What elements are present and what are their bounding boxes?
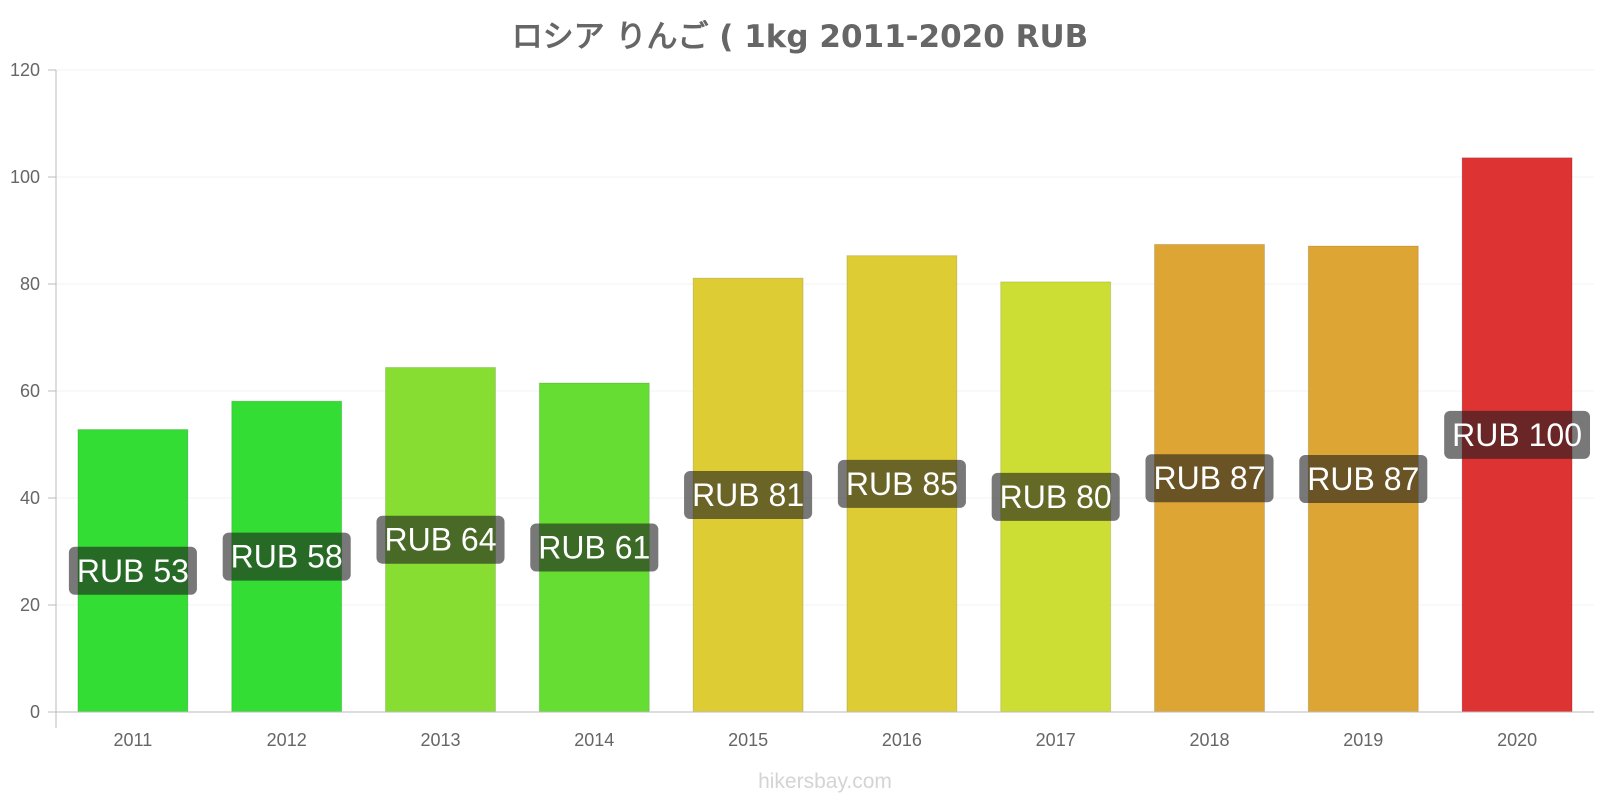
x-tick-label: 2015 xyxy=(728,730,768,750)
data-label-text: RUB 87 xyxy=(1153,460,1265,496)
x-tick-label: 2013 xyxy=(420,730,460,750)
data-label-background xyxy=(1145,454,1274,503)
data-label-background xyxy=(68,546,197,595)
data-label-background xyxy=(1299,455,1428,504)
y-tick-label: 40 xyxy=(20,488,40,508)
y-tick-label: 80 xyxy=(20,274,40,294)
data-label-2018: RUB 87 xyxy=(1145,454,1274,503)
x-tick-labels: 2011 2012 2013 2014 2015 2016 2017 2018 2019 2020 xyxy=(114,730,1538,750)
watermark: hikersbay.com xyxy=(758,770,892,793)
x-tick-label: 2011 xyxy=(114,730,153,750)
axes xyxy=(48,69,57,728)
data-label-background xyxy=(991,472,1120,521)
y-tick-label: 20 xyxy=(20,595,40,615)
data-label-2013: RUB 64 xyxy=(376,515,505,564)
data-label-text: RUB 53 xyxy=(77,553,189,589)
data-label-background xyxy=(222,532,351,581)
y-tick-label: 60 xyxy=(20,381,40,401)
x-tick-label: 2012 xyxy=(267,730,307,750)
x-tick-label: 2017 xyxy=(1036,730,1076,750)
data-label-2011: RUB 53 xyxy=(68,546,197,595)
data-label-background xyxy=(376,515,505,564)
data-label-2015: RUB 81 xyxy=(684,471,813,520)
data-label-text: RUB 64 xyxy=(384,522,496,558)
x-tick-label: 2020 xyxy=(1497,730,1537,750)
y-tick-label: 120 xyxy=(10,60,40,80)
data-label-background xyxy=(684,471,813,520)
x-tick-label: 2018 xyxy=(1189,730,1229,750)
y-tick-label: 100 xyxy=(10,167,40,187)
data-label-2016: RUB 85 xyxy=(837,459,966,508)
data-label-text: RUB 80 xyxy=(1000,479,1112,515)
x-tick-label: 2019 xyxy=(1343,730,1383,750)
data-labels: RUB 53 RUB 58 RUB 64 RUB 61 RUB 81 RUB 85 RUB … xyxy=(68,410,1591,595)
bars xyxy=(56,157,1594,713)
x-tick-label: 2014 xyxy=(574,730,614,750)
data-label-2019: RUB 87 xyxy=(1299,455,1428,504)
data-label-text: RUB 100 xyxy=(1452,417,1582,453)
data-label-text: RUB 61 xyxy=(538,529,650,565)
data-label-background xyxy=(1444,410,1591,459)
data-label-background xyxy=(837,459,966,508)
data-label-2020: RUB 100 xyxy=(1444,410,1591,459)
data-label-background xyxy=(530,523,659,572)
y-tick-labels: 0 20 40 60 80 100 120 xyxy=(10,60,40,722)
data-label-text: RUB 81 xyxy=(692,477,804,513)
data-label-2012: RUB 58 xyxy=(222,532,351,581)
data-label-text: RUB 87 xyxy=(1307,461,1419,497)
data-label-2017: RUB 80 xyxy=(991,472,1120,521)
x-tick-label: 2016 xyxy=(882,730,922,750)
data-label-text: RUB 85 xyxy=(846,466,958,502)
data-label-text: RUB 58 xyxy=(231,539,343,575)
data-label-2014: RUB 61 xyxy=(530,523,659,572)
y-tick-label: 0 xyxy=(30,702,40,722)
chart-title: ロシア りんご ( 1kg 2011-2020 RUB xyxy=(512,19,1089,55)
